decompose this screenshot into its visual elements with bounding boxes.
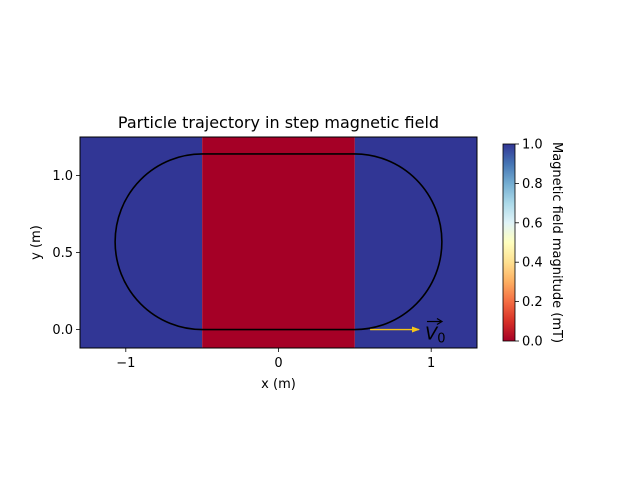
velocity-label-subscript: 0 xyxy=(437,332,445,347)
colorbar-label: Magnetic field magnitude (mT) xyxy=(549,142,564,343)
y-axis-ticks: 0.0 0.5 1.0 xyxy=(52,169,80,338)
field-region-2 xyxy=(354,137,477,348)
colorbar xyxy=(502,143,516,342)
chart-title: Particle trajectory in step magnetic fie… xyxy=(118,113,439,132)
field-region-0 xyxy=(80,137,203,348)
colorbar-ticks: 0.0 0.2 0.4 0.6 0.8 1.0 xyxy=(515,138,543,350)
trajectory-layer xyxy=(114,153,443,331)
y-tick-label-2: 1.0 xyxy=(52,169,73,184)
field-regions xyxy=(80,137,477,348)
x-tick-label-0: −1 xyxy=(116,356,135,371)
trajectory-path xyxy=(114,153,443,331)
velocity-vector-head xyxy=(436,318,444,326)
field-region-1 xyxy=(202,137,355,348)
cb-tick-label-5: 1.0 xyxy=(522,138,543,153)
x-axis-ticks: −1 0 1 xyxy=(116,348,435,371)
cb-tick-label-1: 0.2 xyxy=(522,295,543,310)
cb-tick-label-3: 0.6 xyxy=(522,216,543,231)
x-tick-label-2: 1 xyxy=(427,356,435,371)
x-axis-label: x (m) xyxy=(261,377,296,392)
cb-tick-label-2: 0.4 xyxy=(522,256,543,271)
velocity-arrow-layer: V0 xyxy=(370,318,446,347)
y-tick-label-0: 0.0 xyxy=(52,323,73,338)
x-tick-label-1: 0 xyxy=(274,356,282,371)
cb-tick-label-0: 0.0 xyxy=(522,335,543,350)
y-axis-label: y (m) xyxy=(29,225,44,260)
y-tick-label-1: 0.5 xyxy=(52,246,73,261)
cb-tick-label-4: 0.8 xyxy=(522,177,543,192)
